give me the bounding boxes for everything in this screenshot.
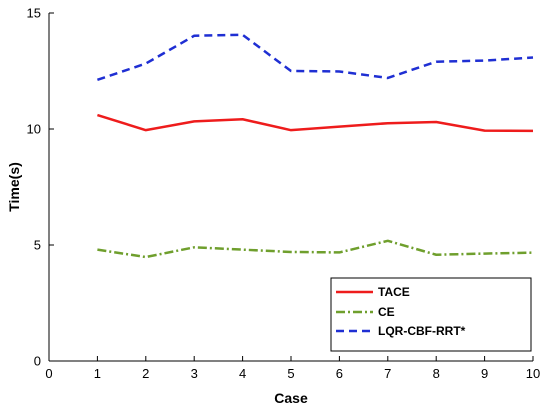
series-line-ce <box>97 239 534 259</box>
x-tick-label: 8 <box>433 366 440 381</box>
x-axis-label: Case <box>274 390 308 406</box>
x-ticks: 0 1 2 3 4 5 6 7 8 9 10 <box>45 356 540 381</box>
y-tick-label: 5 <box>34 238 41 253</box>
x-tick-label: 10 <box>526 366 540 381</box>
y-tick-label: 10 <box>27 122 41 137</box>
legend-label-ce: CE <box>378 305 395 319</box>
y-ticks: 0 5 10 15 <box>27 6 54 369</box>
series-lines <box>97 33 534 259</box>
x-tick-label: 6 <box>336 366 343 381</box>
legend-label-lqr: LQR-CBF-RRT* <box>378 324 466 338</box>
x-tick-label: 1 <box>94 366 101 381</box>
x-tick-label: 5 <box>287 366 294 381</box>
x-tick-label: 4 <box>239 366 246 381</box>
x-tick-label: 9 <box>481 366 488 381</box>
x-tick-label: 2 <box>142 366 149 381</box>
y-axis-label: Time(s) <box>6 162 22 212</box>
legend-label-tace: TACE <box>378 285 410 299</box>
legend: TACE CE LQR-CBF-RRT* <box>330 277 532 352</box>
y-tick-label: 0 <box>34 354 41 369</box>
y-tick-label: 15 <box>27 6 41 21</box>
x-tick-label: 3 <box>191 366 198 381</box>
x-tick-label: 7 <box>384 366 391 381</box>
series-line-tace <box>97 113 534 133</box>
series-line-lqr-cbf-rrt <box>97 33 534 82</box>
x-tick-label: 0 <box>45 366 52 381</box>
legend-box <box>330 277 532 352</box>
